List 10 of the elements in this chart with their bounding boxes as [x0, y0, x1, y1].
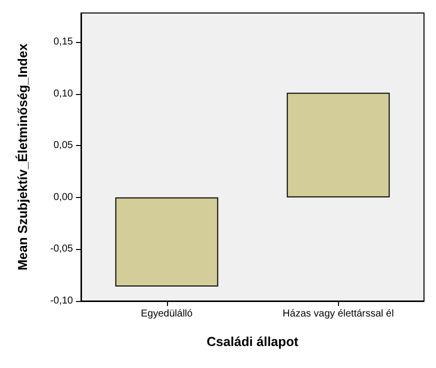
x-tick-label: Házas vagy élettárssal él [282, 308, 394, 320]
x-axis-title: Családi állapot [206, 334, 300, 349]
y-tick-label: 0,15 [54, 36, 74, 48]
x-tick-label: Egyedülálló [140, 308, 194, 320]
y-axis-title: Mean Szubjektív_Életminőség_Index [15, 42, 30, 270]
y-tick-label: 0,00 [54, 192, 74, 203]
y-tick-label: 0,10 [54, 88, 74, 100]
y-tick-label: -0,05 [50, 244, 74, 255]
y-tick-label: 0,05 [54, 140, 74, 152]
y-tick-label: -0,10 [50, 296, 74, 306]
